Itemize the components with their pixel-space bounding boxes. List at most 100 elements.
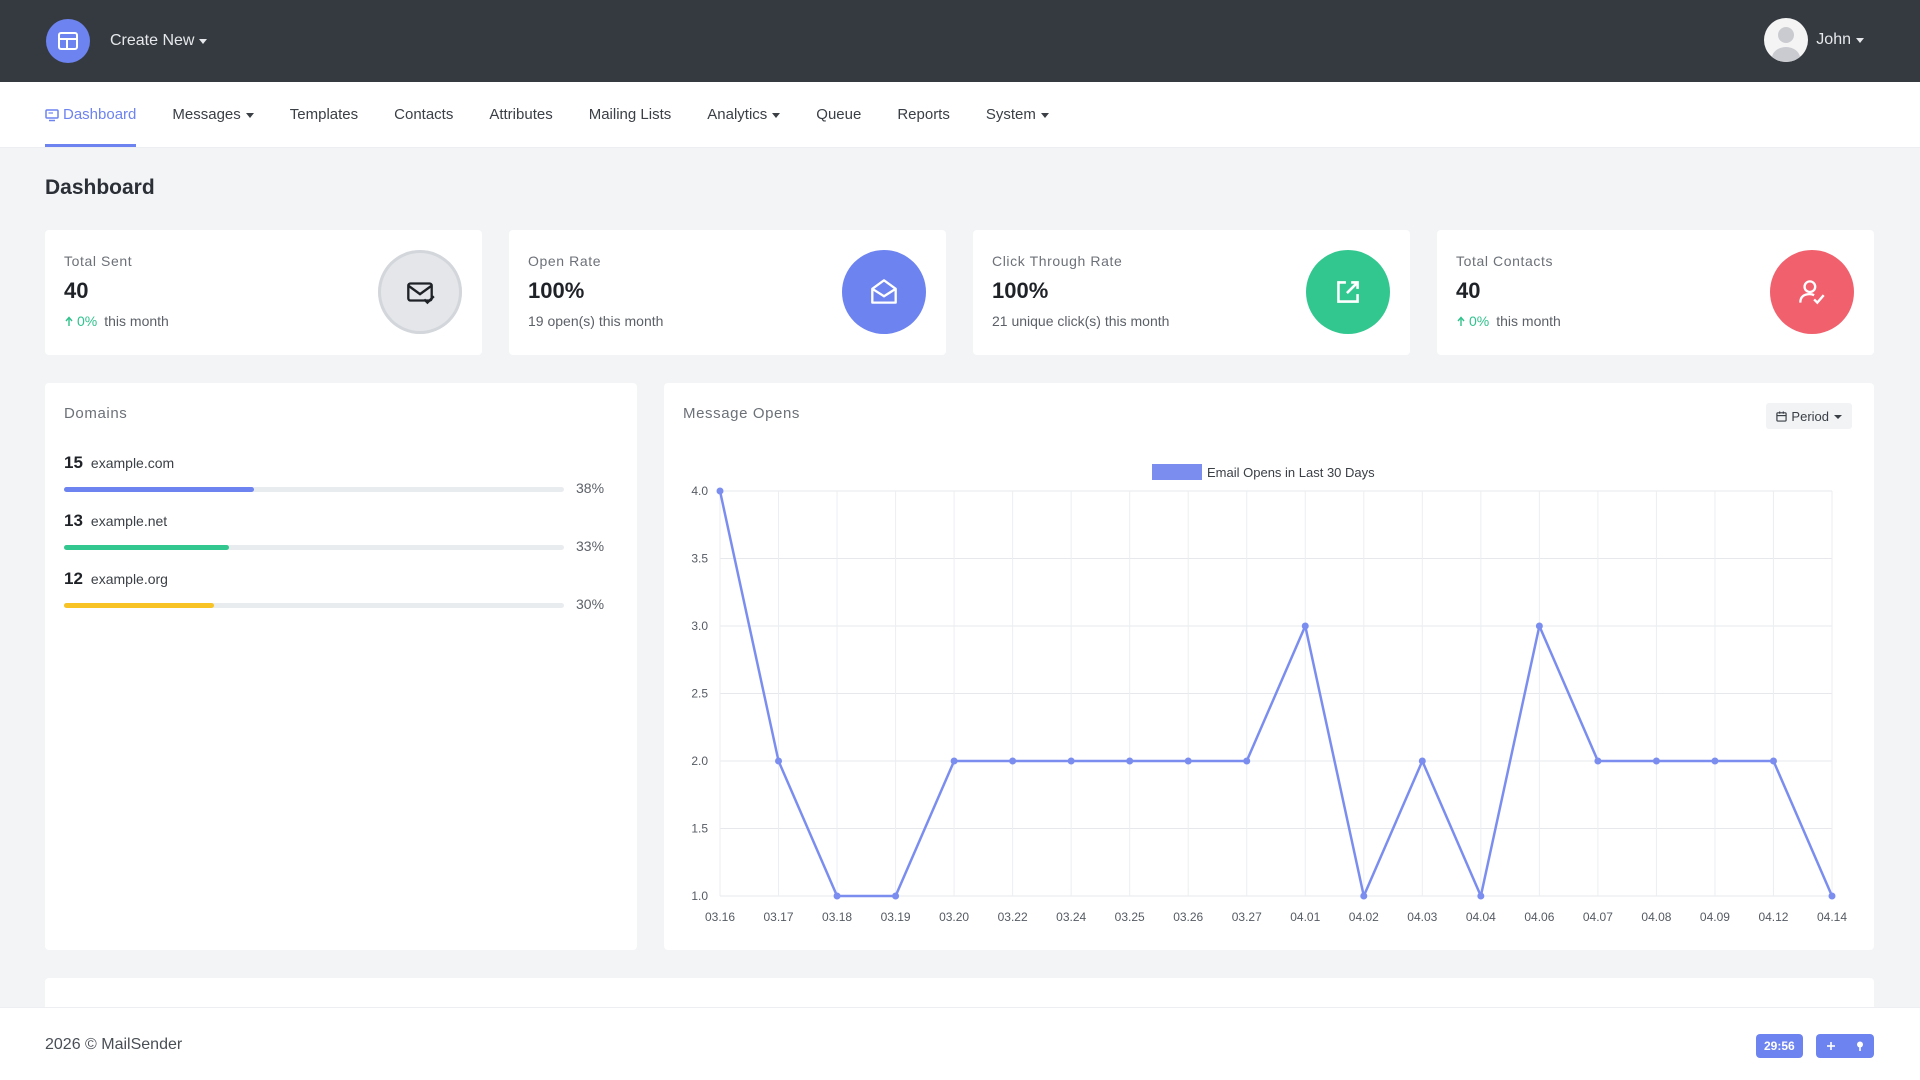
data-point xyxy=(1711,757,1719,765)
y-tick-label: 1.0 xyxy=(691,889,708,903)
nav-queue[interactable]: Queue xyxy=(798,82,879,147)
nav-reports[interactable]: Reports xyxy=(879,82,968,147)
nav-contacts[interactable]: Contacts xyxy=(376,82,471,147)
domain-progress-fill xyxy=(64,545,229,550)
chevron-down-icon xyxy=(199,39,208,44)
nav-dashboard[interactable]: Dashboard xyxy=(45,82,154,147)
domain-row: 15 example.com 38% xyxy=(64,453,604,496)
nav-label: System xyxy=(985,106,1036,123)
nav-system[interactable]: System xyxy=(968,82,1067,147)
create-new-dropdown[interactable]: Create New xyxy=(110,32,208,50)
copyright-text: 2026 © MailSender xyxy=(45,1036,183,1053)
message-opens-title: Message Opens xyxy=(683,405,801,422)
stat-change: 0% xyxy=(1469,313,1490,329)
nav-label: Templates xyxy=(289,106,359,123)
domain-name: example.com xyxy=(90,455,175,471)
top-bar: Create New John xyxy=(0,0,1920,82)
stat-value: 100% xyxy=(992,278,1049,303)
stat-card-total-sent: Total Sent 40 0% this month xyxy=(45,230,482,355)
legend-label: Email Opens in Last 30 Days xyxy=(1207,465,1375,480)
chevron-down-icon xyxy=(1834,414,1842,419)
x-tick-label: 03.26 xyxy=(1173,910,1203,924)
x-tick-label: 04.07 xyxy=(1583,910,1613,924)
chevron-down-icon xyxy=(1856,38,1864,43)
data-point xyxy=(1126,757,1134,765)
data-point xyxy=(1301,622,1309,630)
stat-value: 40 xyxy=(1456,278,1481,303)
app-logo-icon[interactable] xyxy=(46,19,90,63)
calendar-icon xyxy=(1776,410,1788,422)
data-point xyxy=(1067,757,1075,765)
x-tick-label: 03.24 xyxy=(1056,910,1086,924)
stat-card-click-through-rate: Click Through Rate 100% 21 unique click(s)… xyxy=(973,230,1410,355)
stat-label: Total Contacts xyxy=(1456,253,1554,269)
stat-sub-text: 19 open(s) this month xyxy=(528,313,664,329)
nav-label: Messages xyxy=(172,106,241,123)
data-point xyxy=(1828,892,1836,900)
stat-sub-text: this month xyxy=(1496,313,1561,329)
stat-value: 100% xyxy=(528,278,585,303)
series-line-email-opens xyxy=(718,490,1834,898)
domain-name: example.org xyxy=(90,571,168,587)
data-point xyxy=(950,757,958,765)
chevron-down-icon xyxy=(772,112,781,118)
nav-analytics[interactable]: Analytics xyxy=(689,82,798,147)
x-tick-label: 04.09 xyxy=(1700,910,1730,924)
domain-progress-track xyxy=(64,603,564,608)
stat-sub-text: this month xyxy=(104,313,169,329)
stat-sub-text: 21 unique click(s) this month xyxy=(992,313,1170,329)
data-point xyxy=(1009,757,1017,765)
stat-card-total-contacts: Total Contacts 40 0% this month xyxy=(1437,230,1874,355)
nav-label: Contacts xyxy=(394,106,454,123)
external-link-icon xyxy=(1306,250,1390,334)
data-point xyxy=(1418,757,1426,765)
domain-count: 13 xyxy=(64,511,83,530)
nav-mailing-lists[interactable]: Mailing Lists xyxy=(571,82,690,147)
legend-swatch xyxy=(1152,464,1202,480)
user-check-icon xyxy=(1770,250,1854,334)
y-tick-label: 3.0 xyxy=(691,619,708,633)
stat-subtext: 21 unique click(s) this month xyxy=(992,313,1169,329)
domain-progress-fill xyxy=(64,603,214,608)
period-button[interactable]: Period xyxy=(1766,403,1852,429)
domain-count: 15 xyxy=(64,453,83,472)
x-tick-label: 04.06 xyxy=(1524,910,1554,924)
x-tick-label: 03.18 xyxy=(822,910,852,924)
mail-open-icon xyxy=(842,250,926,334)
domains-card: Domains 15 example.com 38% 13 example.net 33%… xyxy=(45,383,637,950)
nav-label: Reports xyxy=(897,106,950,123)
arrow-up-icon xyxy=(65,315,73,326)
x-tick-label: 04.04 xyxy=(1466,910,1496,924)
create-new-label: Create New xyxy=(110,32,195,49)
domain-row: 12 example.org 30% xyxy=(64,569,604,612)
user-menu[interactable]: John xyxy=(1764,18,1864,62)
nav-label: Queue xyxy=(816,106,862,123)
stat-change: 0% xyxy=(77,313,98,329)
data-point xyxy=(833,892,841,900)
nav-label: Mailing Lists xyxy=(588,106,672,123)
nav-templates[interactable]: Templates xyxy=(272,82,376,147)
x-tick-label: 03.27 xyxy=(1232,910,1262,924)
nav-messages[interactable]: Messages xyxy=(154,82,271,147)
user-name: John xyxy=(1816,31,1851,48)
trend-up: 0% xyxy=(64,313,97,329)
data-point xyxy=(716,487,724,495)
data-point xyxy=(1594,757,1602,765)
nav-attributes[interactable]: Attributes xyxy=(471,82,570,147)
pin-icon[interactable] xyxy=(1854,1040,1866,1052)
arrow-up-icon xyxy=(1457,315,1465,326)
stat-value: 40 xyxy=(64,278,89,303)
data-point xyxy=(1477,892,1485,900)
x-tick-label: 04.08 xyxy=(1641,910,1671,924)
nav-label: Attributes xyxy=(489,106,553,123)
stat-subtext: 0% this month xyxy=(64,313,169,329)
session-timer[interactable]: 29:56 xyxy=(1756,1034,1803,1058)
x-tick-label: 03.22 xyxy=(998,910,1028,924)
avatar xyxy=(1764,18,1809,62)
x-tick-label: 03.19 xyxy=(881,910,911,924)
plus-icon[interactable] xyxy=(1825,1040,1837,1052)
y-tick-label: 4.0 xyxy=(691,484,708,498)
stat-label: Total Sent xyxy=(64,253,133,269)
stat-subtext: 0% this month xyxy=(1456,313,1561,329)
x-tick-label: 03.20 xyxy=(939,910,969,924)
